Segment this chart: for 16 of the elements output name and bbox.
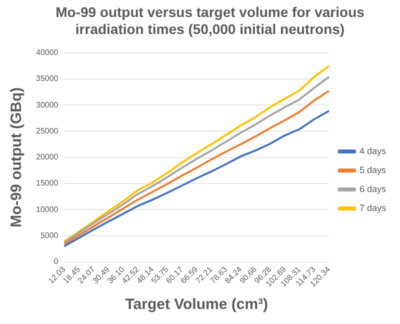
y-tick-label: 5000 <box>40 230 59 240</box>
y-tick-label: 10000 <box>36 204 59 214</box>
x-axis-title: Target Volume (cm³) <box>125 296 268 314</box>
y-axis-title: Mo-99 output (GBq) <box>8 87 26 228</box>
y-tick-label: 0 <box>54 257 59 266</box>
y-tick-label: 35000 <box>36 74 59 84</box>
y-tick-label: 30000 <box>36 100 59 110</box>
legend-label: 5 days <box>359 164 386 175</box>
chart-title: Mo-99 output versus target volume for various irradiation times (50,000 initial neutrons) <box>54 4 366 38</box>
y-tick-label: 15000 <box>36 178 59 188</box>
y-tick-label: 40000 <box>36 48 59 58</box>
y-tick-label: 25000 <box>36 126 59 136</box>
legend-label: 4 days <box>359 146 386 156</box>
legend-label: 6 days <box>359 184 386 194</box>
y-tick-label: 20000 <box>36 152 59 162</box>
legend-label: 7 days <box>359 202 386 213</box>
